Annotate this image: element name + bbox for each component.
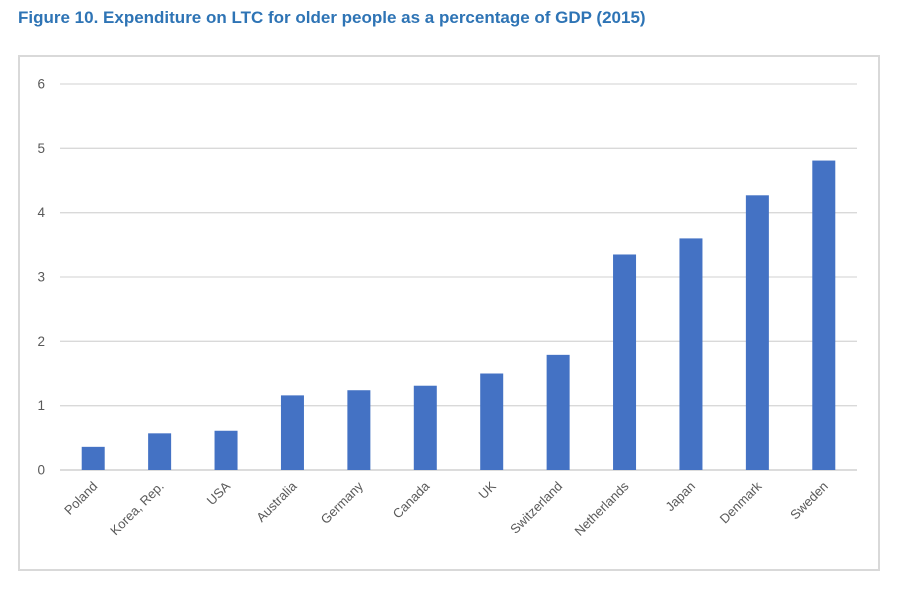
bar — [81, 446, 105, 470]
x-axis-category-label: Netherlands — [571, 478, 632, 539]
y-axis-tick-label: 0 — [37, 463, 45, 478]
y-axis-tick-label: 4 — [37, 205, 45, 220]
bar — [148, 433, 172, 470]
x-axis-category-label: Australia — [253, 478, 300, 525]
bar — [745, 195, 769, 470]
x-axis-category-label: UK — [475, 478, 499, 502]
chart-frame: 0 1 2 3 4 5 6 Poland Korea, Rep. USA Australia Germ… — [18, 55, 880, 571]
bar — [280, 395, 304, 470]
x-axis-category-label: Denmark — [717, 478, 765, 526]
x-axis-category-label: Canada — [390, 478, 433, 521]
y-axis-tick-label: 3 — [37, 270, 45, 285]
bar — [613, 254, 637, 470]
x-axis-category-label: Korea, Rep. — [107, 479, 167, 539]
x-axis-category-label: Switzerland — [507, 479, 565, 537]
x-axis-category-label: Sweden — [787, 479, 831, 523]
y-axis-tick-label: 1 — [37, 398, 45, 413]
y-axis-tick-label: 2 — [37, 334, 45, 349]
y-axis-tick-label: 5 — [37, 141, 45, 156]
x-axis-category-label: Japan — [662, 479, 698, 515]
bar — [546, 354, 570, 470]
bar-chart: 0 1 2 3 4 5 6 Poland Korea, Rep. USA Australia Germ… — [37, 77, 857, 539]
bar — [214, 430, 238, 470]
bar — [480, 373, 504, 470]
x-axis-category-label: Poland — [61, 479, 100, 518]
x-axis-category-label: USA — [204, 478, 234, 508]
bar — [413, 385, 437, 470]
bar — [812, 160, 836, 470]
y-axis-tick-label: 6 — [37, 77, 45, 92]
figure-title: Figure 10. Expenditure on LTC for older … — [18, 8, 646, 27]
bar — [347, 390, 371, 470]
x-axis-category-label: Germany — [318, 478, 367, 527]
bar — [679, 238, 703, 470]
